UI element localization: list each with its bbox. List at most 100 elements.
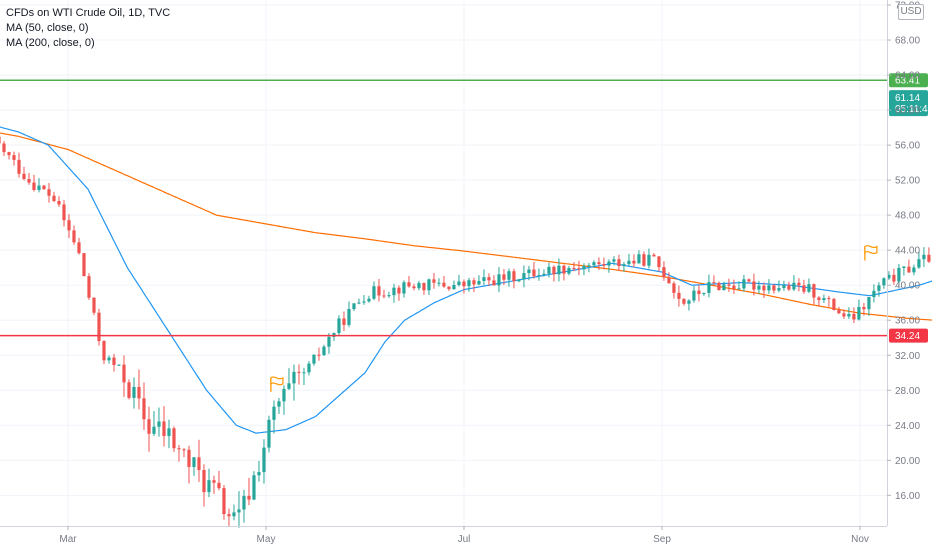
candle-down [317, 347, 321, 361]
candle-down [717, 281, 721, 291]
candle-up [847, 307, 851, 319]
x-tick-label: Nov [851, 534, 869, 545]
candle-up [352, 303, 356, 312]
candle-down [217, 470, 221, 491]
candle-down [42, 185, 46, 190]
candle-up [537, 268, 541, 281]
x-tick-label: Jul [458, 534, 471, 545]
candle-up [612, 256, 616, 266]
flag-markers [270, 245, 878, 392]
candle-up [192, 456, 196, 476]
symbol-title[interactable]: CFDs on WTI Crude Oil, 1D, TVC [6, 7, 171, 19]
y-tick-label: 56.00 [895, 141, 920, 152]
candle-up [707, 274, 711, 298]
ma50-line[interactable] [0, 99, 932, 434]
candle-down [82, 253, 86, 277]
candle-up [117, 364, 121, 367]
candle-up [237, 491, 241, 528]
candle-down [562, 264, 566, 281]
candle-up [37, 178, 41, 193]
candle-down [682, 298, 686, 306]
candle-up [767, 279, 771, 294]
y-tick-label: 48.00 [895, 211, 920, 222]
candle-down [572, 262, 576, 272]
candle-up [417, 280, 421, 291]
candle-up [792, 275, 796, 292]
resistance-badge: 63.41 [889, 73, 928, 88]
candle-down [172, 426, 176, 452]
currency-label[interactable]: USD [898, 4, 924, 20]
candle-down [642, 251, 646, 267]
candle-up [882, 277, 886, 289]
candle-up [477, 275, 481, 286]
support-label: 34.24 [895, 331, 920, 342]
candle-down [102, 340, 106, 365]
candle-down [122, 355, 126, 397]
candle-down [812, 283, 816, 305]
candle-down [817, 296, 821, 307]
candle-up [402, 280, 406, 298]
flag-icon[interactable] [270, 376, 284, 392]
ma200-line[interactable] [0, 128, 932, 322]
candle-down [342, 311, 346, 332]
candle-down [667, 272, 671, 284]
candle-down [97, 308, 101, 346]
candle-down [27, 172, 31, 185]
ma50-legend[interactable]: MA (50, close, 0) [6, 22, 89, 34]
y-tick-label: 16.00 [895, 491, 920, 502]
candle-up [322, 344, 326, 357]
candle-up [302, 367, 306, 385]
candle-down [657, 255, 661, 272]
candle-down [227, 508, 231, 527]
candle-up [427, 278, 431, 296]
candle-up [782, 280, 786, 291]
candle-up [877, 282, 881, 297]
candle-down [397, 285, 401, 301]
candle-up [527, 265, 531, 281]
candle-down [512, 268, 516, 289]
candle-down [382, 289, 386, 299]
candle-down [617, 254, 621, 271]
ma200-legend[interactable]: MA (200, close, 0) [6, 37, 95, 49]
candle-down [407, 276, 411, 288]
candle-down [487, 273, 491, 286]
candle-down [67, 214, 71, 239]
candle-up [887, 271, 891, 280]
candle-up [607, 259, 611, 273]
candle-down [87, 273, 91, 300]
candle-down [697, 284, 701, 302]
x-tick-label: May [257, 534, 276, 545]
candle-up [637, 250, 641, 264]
candle-down [57, 196, 61, 207]
time-axis[interactable]: MarMayJulSepNov2021MarMayJul [59, 526, 932, 545]
candle-down [377, 279, 381, 302]
flag-icon[interactable] [864, 245, 878, 261]
candle-up [482, 269, 486, 286]
candle-up [207, 468, 211, 498]
price-axis[interactable]: 72.0068.0064.0060.0056.0052.0048.0044.00… [0, 0, 920, 527]
candle-up [452, 280, 456, 290]
y-tick-label: 44.00 [895, 246, 920, 257]
candle-down [927, 247, 931, 263]
candle-down [442, 276, 446, 288]
candle-down [772, 284, 776, 294]
candle-up [252, 471, 256, 501]
candle-up [312, 354, 316, 366]
candle-down [112, 353, 116, 372]
candle-up [897, 263, 901, 286]
candle-up [467, 277, 471, 292]
candle-down [892, 268, 896, 285]
candle-up [327, 333, 331, 354]
candle-up [332, 332, 336, 341]
candle-down [72, 225, 76, 245]
candle-up [582, 263, 586, 276]
candle-down [787, 281, 791, 292]
x-tick-label: Mar [59, 534, 77, 545]
candle-down [732, 279, 736, 294]
candle-down [837, 306, 841, 314]
candle-up [292, 364, 296, 401]
candle-down [462, 279, 466, 294]
candle-down [197, 439, 201, 482]
